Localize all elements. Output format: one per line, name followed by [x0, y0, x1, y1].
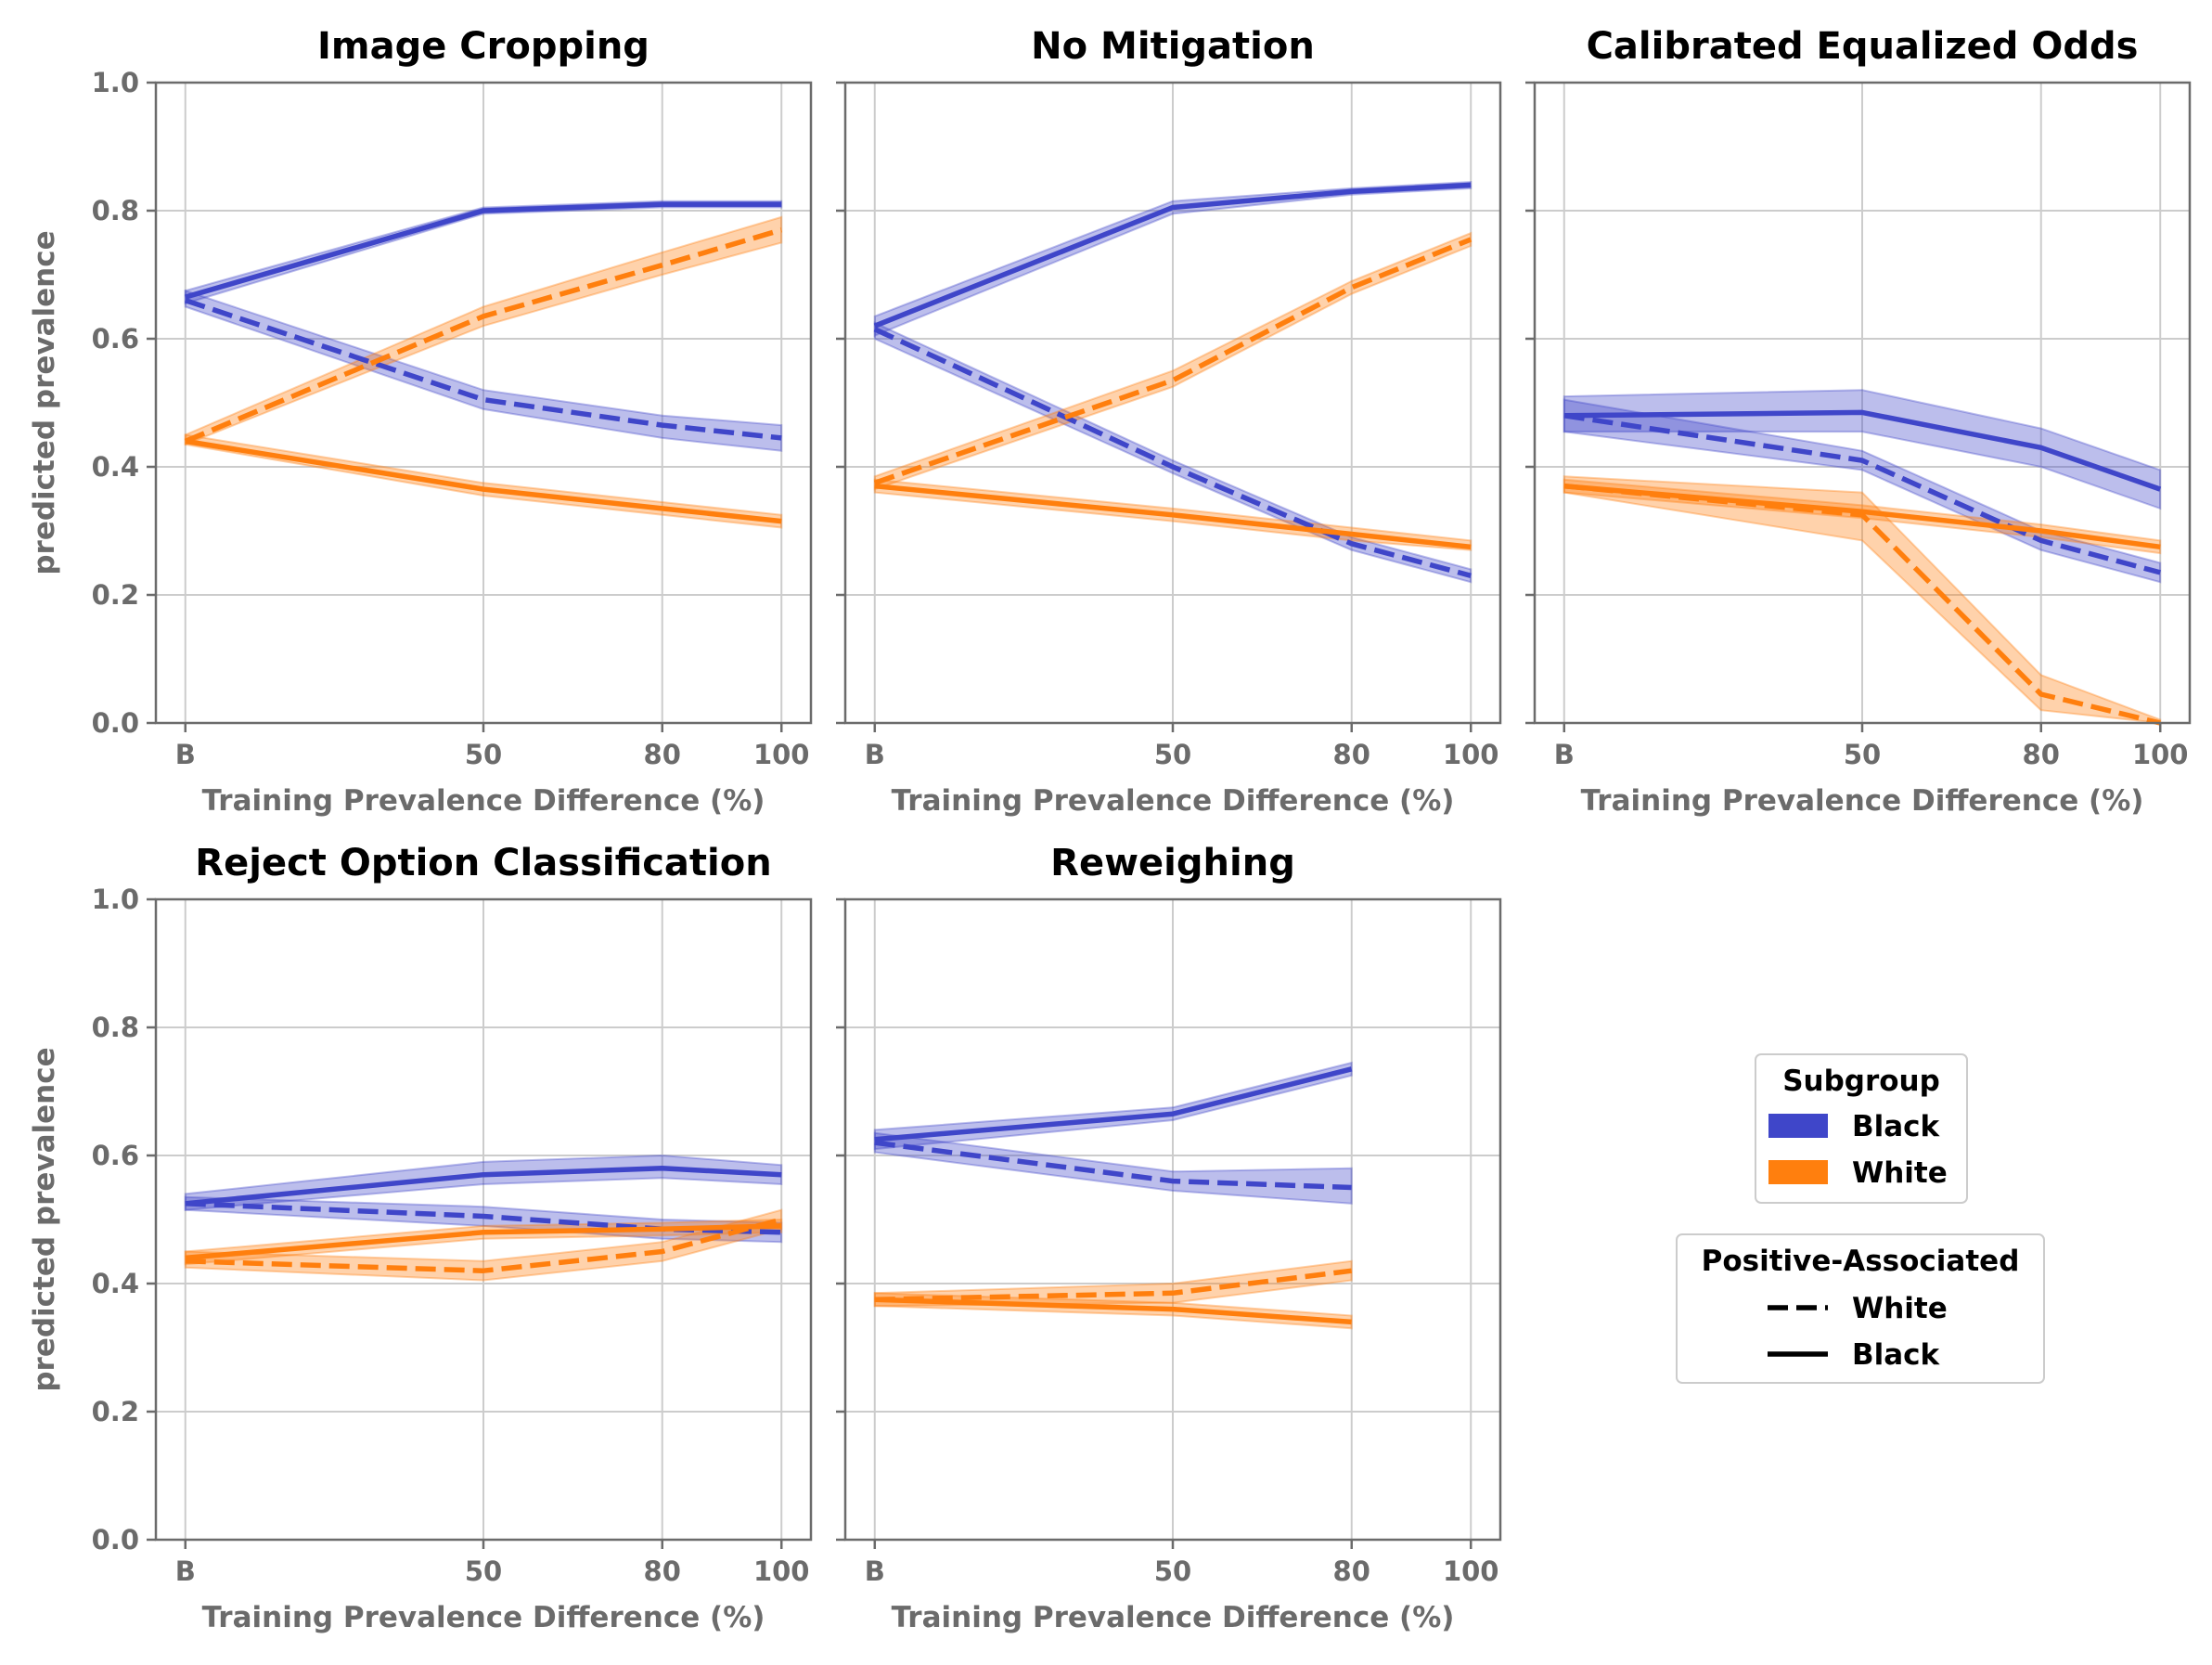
series-line-black-pos-white	[1563, 413, 2161, 575]
series-line-white-pos-black	[874, 483, 1472, 550]
panel-title: Reweighing	[1050, 842, 1295, 884]
panel-title: Calibrated Equalized Odds	[1587, 25, 2139, 68]
x-tick-label: B	[1554, 739, 1575, 770]
x-tick-label: 100	[1443, 739, 1499, 770]
y-tick-label: 0.0	[92, 1524, 139, 1555]
legend-swatch-white	[1768, 1160, 1828, 1184]
series-line-black-pos-white	[874, 1140, 1352, 1191]
panel-title: Reject Option Classification	[195, 842, 771, 884]
legend-label-pos-black: Black	[1852, 1338, 1941, 1372]
series-line-black-pos-white	[185, 1201, 782, 1235]
series-line-black-pos-black	[874, 1066, 1353, 1142]
y-tick-label: 0.6	[92, 1140, 139, 1171]
series-line-white-pos-white	[874, 1268, 1353, 1303]
panel-4: 0.0 0.2 0.4 0.6 0.8 1.0 B 50 80 100 Reject Option …	[28, 842, 813, 1634]
x-tick-label: 50	[465, 739, 502, 770]
y-axis-label: predicted prevalence	[28, 230, 61, 574]
series-line-white-pos-white	[184, 227, 782, 444]
y-tick-label: 0.4	[92, 451, 139, 483]
x-tick-label: 80	[644, 1555, 681, 1587]
ci-band-black-pos-white	[873, 321, 1473, 584]
y-tick-label: 0.2	[92, 1396, 139, 1427]
series-line-white-pos-black	[1563, 483, 2161, 550]
series-line-black-pos-black	[185, 1166, 782, 1207]
series-line-black-pos-black	[1563, 409, 2162, 492]
panel-title: Image Cropping	[317, 25, 649, 68]
x-tick-label: 100	[2132, 739, 2189, 770]
ci-band-black-pos-black	[184, 200, 783, 305]
y-axis-label: predicted prevalence	[28, 1047, 61, 1391]
legend-title-positive-associated: Positive-Associated	[1702, 1245, 2020, 1278]
legend-title-subgroup: Subgroup	[1782, 1065, 1940, 1098]
panel-title: No Mitigation	[1031, 25, 1315, 68]
x-axis-label: Training Prevalence Difference (%)	[892, 784, 1455, 818]
x-axis-label: Training Prevalence Difference (%)	[1581, 784, 2144, 818]
x-tick-label: B	[865, 1555, 885, 1587]
y-tick-label: 0.8	[92, 195, 139, 226]
x-axis-label: Training Prevalence Difference (%)	[202, 784, 765, 818]
series-line-black-pos-black	[873, 182, 1472, 329]
legend: Subgroup Black White Positive-Associated Whi…	[1676, 1053, 2045, 1384]
x-tick-label: 80	[2023, 739, 2060, 770]
panel-3: B 50 80 100 Calibrated Equalized Odds Trainin…	[1525, 25, 2192, 818]
ci-band-white-pos-white	[873, 231, 1473, 491]
x-tick-label: 100	[1443, 1555, 1499, 1587]
x-tick-label: 100	[753, 1555, 810, 1587]
x-tick-label: 80	[1333, 739, 1370, 770]
x-tick-label: B	[865, 739, 885, 770]
legend-box-positive-associated	[1676, 1233, 2045, 1384]
series-line-white-pos-black	[185, 1223, 782, 1261]
y-tick-label: 1.0	[92, 884, 139, 915]
ci-band-white-pos-white	[184, 1208, 783, 1282]
series-line-white-pos-black	[874, 1297, 1352, 1325]
y-tick-label: 0.2	[92, 579, 139, 611]
ci-band-black-pos-white	[184, 289, 783, 452]
x-tick-label: 80	[1333, 1555, 1370, 1587]
series-line-white-pos-white	[185, 1217, 782, 1273]
ci-band-black-pos-white	[1563, 398, 2162, 584]
y-tick-label: 0.8	[92, 1012, 139, 1043]
x-tick-label: 50	[1154, 739, 1191, 770]
x-tick-label: 80	[644, 739, 681, 770]
series-line-black-pos-white	[873, 327, 1472, 578]
series-line-black-pos-white	[184, 297, 782, 441]
legend-label-black: Black	[1852, 1110, 1941, 1143]
series-line-white-pos-white	[873, 237, 1473, 485]
y-tick-label: 0.0	[92, 707, 139, 739]
x-axis-label: Training Prevalence Difference (%)	[202, 1601, 765, 1634]
ci-band-black-pos-black	[873, 1061, 1353, 1151]
ci-band-black-pos-black	[873, 180, 1473, 338]
x-tick-label: 50	[1844, 739, 1881, 770]
legend-label-pos-white: White	[1852, 1292, 1948, 1325]
x-tick-label: B	[175, 1555, 196, 1587]
x-tick-label: B	[175, 739, 196, 770]
series-line-white-pos-black	[185, 438, 782, 524]
x-tick-label: 50	[1154, 1555, 1191, 1587]
panel-1: 0.0 0.2 0.4 0.6 0.8 1.0 B 50 80 100 Image Cropping…	[28, 25, 813, 818]
y-tick-label: 1.0	[92, 67, 139, 98]
x-tick-label: 50	[465, 1555, 502, 1587]
series-line-black-pos-black	[185, 201, 782, 300]
x-tick-label: 100	[753, 739, 810, 770]
legend-label-white: White	[1852, 1156, 1948, 1190]
ci-band-black-pos-white	[873, 1131, 1353, 1205]
x-axis-label: Training Prevalence Difference (%)	[892, 1601, 1455, 1634]
y-tick-label: 0.6	[92, 323, 139, 355]
legend-swatch-black	[1768, 1114, 1828, 1138]
panel-2: B 50 80 100 No Mitigation Training Prevalence…	[836, 25, 1502, 818]
y-tick-label: 0.4	[92, 1268, 139, 1299]
panel-5: B 50 80 100 Reweighing Training Prevalence Di…	[836, 842, 1502, 1634]
